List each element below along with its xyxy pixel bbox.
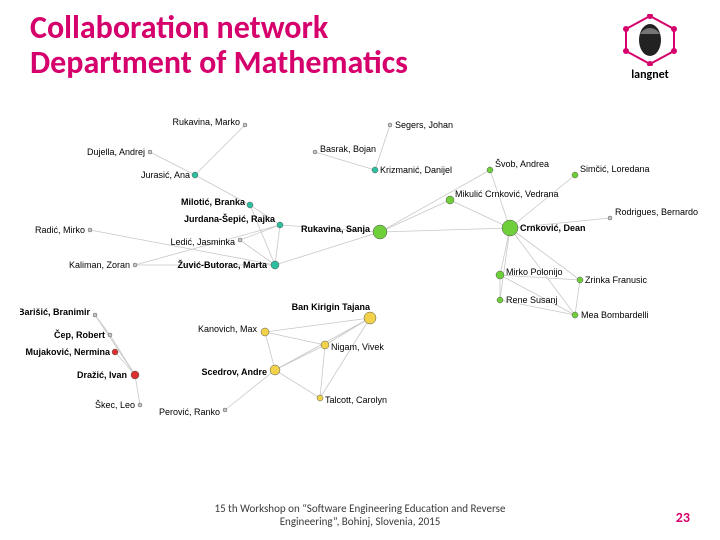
network-node-label: Crnković, Dean	[520, 223, 586, 233]
langnet-logo: langnet	[610, 14, 690, 82]
network-node	[373, 225, 387, 239]
network-node	[138, 403, 142, 407]
network-node-label: Krizmanić, Danijel	[380, 165, 452, 175]
logo-icon	[620, 14, 680, 66]
network-node	[372, 167, 378, 173]
network-node-label: Basrak, Bojan	[320, 144, 376, 154]
network-node	[261, 328, 269, 336]
network-node-label: Scedrov, Andre	[201, 367, 267, 377]
network-node-label: Rodrigues, Bernardo G	[615, 207, 700, 217]
network-node	[238, 238, 242, 242]
title-line-1: Collaboration network	[30, 10, 408, 45]
network-node-label: Zrinka Franusic	[585, 275, 648, 285]
network-node	[388, 123, 392, 127]
network-node	[247, 202, 253, 208]
network-node	[133, 263, 137, 267]
network-node-label: Radić, Mirko	[35, 225, 85, 235]
network-node	[446, 196, 454, 204]
network-node-label: Barišić, Branimir	[20, 307, 90, 317]
network-node	[487, 167, 493, 173]
network-node-label: Dražić, Ivan	[77, 370, 127, 380]
network-node-label: Čep, Robert	[54, 329, 105, 340]
network-node-label: Kanovich, Max	[198, 324, 258, 334]
network-node-label: Mikulić Crnković, Vedrana	[455, 189, 559, 199]
network-node-label: Talcott, Carolyn	[325, 395, 387, 405]
network-node	[148, 150, 152, 154]
network-node-label: Rukavina, Marko	[172, 117, 240, 127]
network-node	[497, 297, 503, 303]
network-node-label: Perović, Ranko	[159, 407, 220, 417]
network-node	[577, 277, 583, 283]
network-node	[502, 220, 518, 236]
network-node-label: Jurasić, Ana	[141, 170, 190, 180]
network-node	[271, 261, 279, 269]
network-node-label: Mirko Polonijo	[506, 267, 563, 277]
network-node	[364, 312, 376, 324]
network-node-label: Ledić, Jasminka	[170, 237, 235, 247]
network-node-label: Škec, Leo	[95, 400, 135, 410]
network-node-label: Jurdana-Šepić, Rajka	[184, 213, 276, 224]
network-node	[112, 349, 118, 355]
network-node-label: Dujella, Andrej	[87, 147, 145, 157]
network-node-label: Žuvić-Butorac, Marta	[177, 259, 268, 270]
network-node	[317, 395, 323, 401]
network-node	[270, 365, 280, 375]
network-node	[321, 341, 329, 349]
slide-title: Collaboration network Department of Math…	[30, 10, 408, 80]
network-node	[313, 150, 317, 154]
network-node	[192, 172, 198, 178]
network-node-label: Kaliman, Zoran	[69, 260, 130, 270]
network-node	[131, 371, 139, 379]
collaboration-network-graph: Rukavina, Marko Segers, Johan Dujella, And…	[20, 100, 700, 450]
network-node-label: Mujaković, Nermina	[25, 347, 111, 357]
network-node	[496, 271, 504, 279]
page-number: 23	[676, 509, 690, 526]
network-node	[223, 408, 227, 412]
network-node-label: Rukavina, Sanja	[301, 224, 371, 234]
network-node	[88, 228, 92, 232]
network-node	[608, 216, 612, 220]
network-node-label: Ban Kirigin Tajana	[292, 302, 371, 312]
logo-label: langnet	[610, 68, 690, 82]
footer-line-2: Engineering”, Bohinj, Slovenia, 2015	[0, 515, 720, 528]
network-node-label: Milotić, Branka	[181, 197, 246, 207]
network-node-label: Segers, Johan	[395, 120, 453, 130]
network-node-label: Nigam, Vivek	[331, 342, 384, 352]
network-node-label: Rene Susanj	[506, 295, 558, 305]
network-node-label: Mea Bombardelli	[581, 310, 649, 320]
network-node-label: Simčić, Loredana	[580, 164, 650, 174]
network-node	[93, 313, 97, 317]
network-node	[277, 222, 283, 228]
footer-line-1: 15 th Workshop on “Software Engineering …	[0, 502, 720, 515]
network-node	[572, 172, 578, 178]
network-node	[572, 312, 578, 318]
network-node	[108, 333, 112, 337]
network-node-label: Švob, Andrea	[495, 159, 549, 169]
slide-footer: 15 th Workshop on “Software Engineering …	[0, 502, 720, 528]
network-node	[243, 123, 247, 127]
title-line-2: Department of Mathematics	[30, 45, 408, 80]
